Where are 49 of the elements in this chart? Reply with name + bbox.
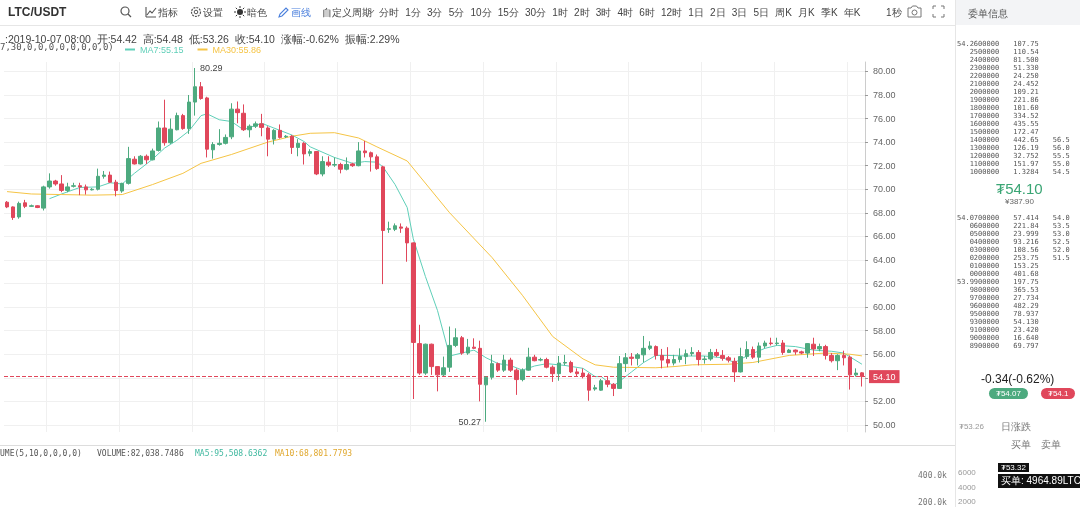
text: 6000 [958,468,976,477]
text: 4000 [958,483,976,492]
text: MA5:95,508.6362 [195,449,268,458]
y-tick-label: 56.00 [873,349,896,360]
text: ₮54.1 [1041,388,1076,399]
y-tick-label: 70.00 [873,184,896,195]
y-tick-label: 66.00 [873,231,896,242]
y-tick-label: 68.00 [873,207,896,218]
text: ₮53.32 [998,463,1029,472]
ref-line-label: 54.10 [873,371,896,382]
text: ₮53.26 [959,422,984,431]
text: UME(5,10,0,0,0,0) [0,449,82,458]
legend-label: MA30:55.86 [212,44,262,55]
text: ¥387.90 [1005,197,1034,206]
text: 日涨跌 [1001,420,1031,434]
text: 买单: 4964.89LTC [998,474,1080,488]
y-tick-label: 62.00 [873,278,896,289]
text: 买单 [1011,438,1031,452]
y-tick-label: 76.00 [873,113,896,124]
text: 200.0k [918,498,947,507]
text: 卖单 [1041,438,1061,452]
text: 暗色 [247,6,267,20]
text: -0.34(-0.62%) [981,372,1055,386]
text: 分时 1分 3分 5分 10分 15分 30分 1时 2时 3时 4时 6时 12时 1日 2日 3日 5日 周K 月K 季K 年K [379,7,861,18]
text: LTC/USDT [8,5,67,19]
text: 委单信息 [968,7,1008,21]
y-tick-label: 72.00 [873,160,896,171]
text: ₮54.10 [996,180,1043,197]
text: 400.0k [918,471,947,480]
text: 指标 [158,6,178,20]
text: VOLUME:82,038.7486 [97,449,184,458]
text: 1秒 [886,6,902,20]
y-tick-label: 52.00 [873,396,896,407]
annotation: 50.27 [458,416,482,427]
y-tick-label: 74.00 [873,137,896,148]
y-tick-label: 64.00 [873,254,896,265]
y-tick-label: 50.00 [873,419,896,430]
y-tick-label: 60.00 [873,302,896,313]
y-tick-label: 78.00 [873,89,896,100]
text: 自定义周期 [322,6,372,20]
legend-label: MA7:55.15 [140,44,184,55]
text: 画线 [291,6,311,20]
y-tick-label: 80.00 [873,66,896,77]
text: MA10:68,801.7793 [275,449,353,458]
annotation: 80.29 [200,63,223,74]
text: ₮54.07 [989,388,1028,399]
text: 2000 [958,497,976,506]
text: 设置 [203,6,223,20]
y-tick-label: 58.00 [873,325,896,336]
